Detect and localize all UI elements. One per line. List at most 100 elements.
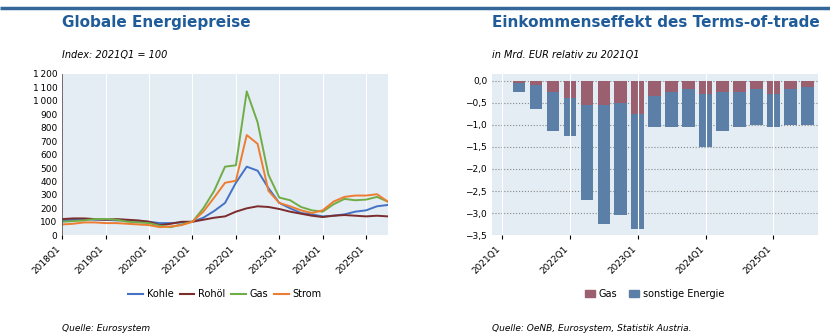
Legend: Gas, sonstige Energie: Gas, sonstige Energie bbox=[582, 285, 728, 303]
Bar bbox=[530, 85, 543, 109]
Strom bbox=[361, 194, 371, 198]
Rohöl bbox=[307, 214, 317, 218]
Legend: Kohle, Rohöl, Gas, Strom: Kohle, Rohöl, Gas, Strom bbox=[124, 285, 325, 303]
Line: Kohle: Kohle bbox=[62, 167, 388, 223]
Kohle bbox=[252, 169, 262, 173]
Gas bbox=[242, 89, 251, 93]
Rohöl bbox=[361, 214, 371, 218]
Strom bbox=[252, 142, 262, 146]
Kohle bbox=[286, 206, 295, 210]
Strom bbox=[144, 223, 154, 227]
Strom bbox=[122, 222, 132, 226]
Kohle bbox=[263, 186, 273, 190]
Kohle bbox=[166, 221, 176, 225]
Rohöl bbox=[177, 220, 187, 224]
Gas bbox=[383, 200, 393, 204]
Rohöl bbox=[242, 206, 251, 210]
Rohöl bbox=[100, 218, 110, 222]
Line: Gas: Gas bbox=[62, 91, 388, 227]
Kohle bbox=[274, 201, 284, 205]
Gas bbox=[252, 120, 262, 124]
Strom bbox=[383, 200, 393, 204]
Kohle bbox=[231, 181, 241, 185]
Strom bbox=[242, 133, 251, 137]
Strom bbox=[274, 201, 284, 205]
Strom bbox=[329, 200, 339, 204]
Kohle bbox=[90, 218, 100, 222]
Bar bbox=[581, 81, 593, 105]
Gas bbox=[122, 220, 132, 224]
Kohle bbox=[68, 218, 78, 222]
Gas bbox=[155, 224, 165, 228]
Strom bbox=[166, 224, 176, 228]
Rohöl bbox=[339, 213, 349, 217]
Rohöl bbox=[122, 218, 132, 222]
Bar bbox=[530, 81, 543, 85]
Bar bbox=[632, 81, 644, 114]
Strom bbox=[350, 194, 360, 198]
Kohle bbox=[361, 208, 371, 212]
Rohöl bbox=[79, 216, 89, 220]
Bar bbox=[666, 81, 678, 92]
Strom bbox=[90, 220, 100, 224]
Bar bbox=[700, 81, 712, 94]
Gas bbox=[220, 165, 230, 169]
Bar bbox=[564, 81, 576, 98]
Rohöl bbox=[263, 205, 273, 209]
Bar bbox=[598, 81, 610, 105]
Gas bbox=[329, 202, 339, 206]
Rohöl bbox=[209, 216, 219, 220]
Rohöl bbox=[296, 212, 306, 216]
Gas bbox=[198, 206, 208, 210]
Kohle bbox=[383, 203, 393, 207]
Kohle bbox=[111, 218, 121, 222]
Rohöl bbox=[57, 217, 67, 221]
Gas bbox=[111, 218, 121, 222]
Kohle bbox=[372, 204, 382, 208]
Strom bbox=[68, 222, 78, 226]
Rohöl bbox=[111, 217, 121, 221]
Bar bbox=[547, 92, 559, 131]
Rohöl bbox=[166, 222, 176, 226]
Bar bbox=[716, 81, 729, 92]
Rohöl bbox=[90, 217, 100, 221]
Rohöl bbox=[155, 223, 165, 227]
Text: Index: 2021Q1 = 100: Index: 2021Q1 = 100 bbox=[62, 50, 168, 60]
Line: Rohöl: Rohöl bbox=[62, 206, 388, 225]
Strom bbox=[318, 208, 328, 212]
Rohöl bbox=[252, 204, 262, 208]
Bar bbox=[513, 83, 525, 92]
Gas bbox=[361, 198, 371, 202]
Rohöl bbox=[68, 216, 78, 220]
Bar bbox=[581, 105, 593, 200]
Bar bbox=[716, 92, 729, 131]
Strom bbox=[286, 204, 295, 208]
Kohle bbox=[57, 218, 67, 222]
Kohle bbox=[242, 165, 251, 169]
Bar bbox=[648, 81, 662, 96]
Rohöl bbox=[286, 210, 295, 214]
Strom bbox=[57, 222, 67, 226]
Kohle bbox=[220, 201, 230, 205]
Strom bbox=[111, 221, 121, 225]
Kohle bbox=[188, 220, 198, 224]
Strom bbox=[263, 189, 273, 193]
Text: Globale Energiepreise: Globale Energiepreise bbox=[62, 15, 251, 30]
Strom bbox=[220, 181, 230, 185]
Gas bbox=[296, 205, 306, 209]
Kohle bbox=[79, 217, 89, 221]
Gas bbox=[209, 189, 219, 193]
Bar bbox=[733, 81, 746, 92]
Gas bbox=[274, 196, 284, 200]
Gas bbox=[307, 208, 317, 212]
Rohöl bbox=[220, 214, 230, 218]
Bar bbox=[801, 81, 813, 87]
Strom bbox=[177, 223, 187, 227]
Gas bbox=[350, 198, 360, 202]
Strom bbox=[198, 210, 208, 214]
Rohöl bbox=[372, 214, 382, 218]
Kohle bbox=[339, 212, 349, 216]
Kohle bbox=[296, 211, 306, 215]
Bar bbox=[564, 98, 576, 136]
Rohöl bbox=[198, 218, 208, 222]
